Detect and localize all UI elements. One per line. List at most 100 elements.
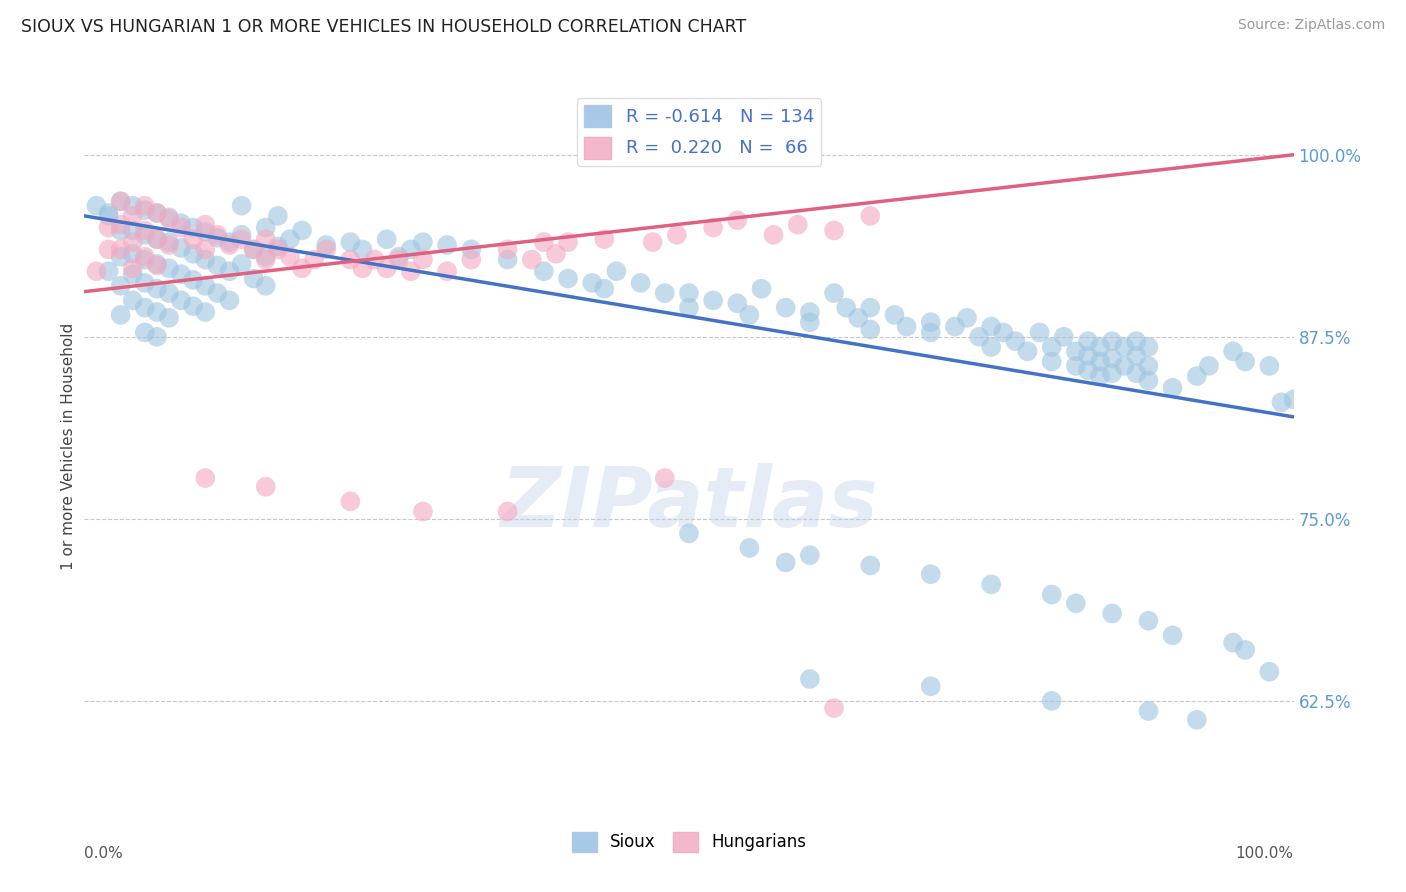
Point — [291, 261, 314, 276]
Point — [291, 223, 314, 237]
Text: ZIPatlas: ZIPatlas — [501, 463, 877, 543]
Point — [520, 252, 543, 267]
Point — [207, 231, 229, 245]
Point — [110, 308, 132, 322]
Point — [896, 319, 918, 334]
Point — [110, 194, 132, 209]
Point — [1017, 344, 1039, 359]
Point — [194, 225, 217, 239]
Point — [218, 238, 240, 252]
Point — [218, 235, 240, 249]
Point — [97, 206, 120, 220]
Point — [1198, 359, 1220, 373]
Point — [678, 286, 700, 301]
Point — [231, 199, 253, 213]
Point — [194, 305, 217, 319]
Point — [242, 243, 264, 257]
Point — [363, 252, 385, 267]
Point — [1222, 344, 1244, 359]
Point — [1040, 588, 1063, 602]
Point — [254, 250, 277, 264]
Point — [157, 211, 180, 226]
Point — [302, 252, 325, 267]
Legend: Sioux, Hungarians: Sioux, Hungarians — [565, 825, 813, 859]
Point — [725, 213, 748, 227]
Point — [1258, 665, 1281, 679]
Point — [1125, 349, 1147, 363]
Point — [375, 261, 398, 276]
Point — [339, 494, 361, 508]
Point — [110, 278, 132, 293]
Point — [1040, 354, 1063, 368]
Point — [1114, 340, 1136, 354]
Point — [1125, 366, 1147, 380]
Point — [1185, 713, 1208, 727]
Point — [121, 293, 143, 308]
Point — [157, 286, 180, 301]
Point — [146, 282, 169, 296]
Point — [1088, 340, 1111, 354]
Point — [1137, 614, 1160, 628]
Point — [170, 241, 193, 255]
Point — [1101, 366, 1123, 380]
Point — [181, 232, 204, 246]
Point — [134, 250, 156, 264]
Point — [315, 243, 337, 257]
Point — [339, 235, 361, 249]
Point — [1064, 344, 1087, 359]
Point — [496, 504, 519, 518]
Point — [146, 206, 169, 220]
Y-axis label: 1 or more Vehicles in Household: 1 or more Vehicles in Household — [60, 322, 76, 570]
Point — [146, 330, 169, 344]
Point — [110, 250, 132, 264]
Point — [605, 264, 627, 278]
Point — [146, 232, 169, 246]
Point — [1270, 395, 1292, 409]
Point — [157, 261, 180, 276]
Point — [920, 315, 942, 329]
Point — [388, 252, 411, 267]
Point — [121, 261, 143, 276]
Point — [412, 504, 434, 518]
Point — [110, 194, 132, 209]
Point — [218, 293, 240, 308]
Point — [859, 558, 882, 573]
Point — [1088, 354, 1111, 368]
Point — [97, 243, 120, 257]
Point — [157, 235, 180, 249]
Point — [194, 278, 217, 293]
Point — [835, 301, 858, 315]
Point — [1222, 635, 1244, 649]
Point — [254, 252, 277, 267]
Point — [412, 235, 434, 249]
Point — [883, 308, 905, 322]
Point — [654, 286, 676, 301]
Point — [557, 271, 579, 285]
Point — [665, 227, 688, 242]
Point — [218, 264, 240, 278]
Point — [194, 471, 217, 485]
Point — [1161, 381, 1184, 395]
Point — [436, 238, 458, 252]
Point — [146, 257, 169, 271]
Point — [352, 261, 374, 276]
Point — [496, 252, 519, 267]
Point — [110, 223, 132, 237]
Point — [254, 232, 277, 246]
Point — [134, 199, 156, 213]
Point — [460, 252, 482, 267]
Point — [1064, 596, 1087, 610]
Point — [121, 209, 143, 223]
Point — [846, 310, 869, 325]
Point — [859, 209, 882, 223]
Point — [194, 243, 217, 257]
Point — [1101, 334, 1123, 348]
Point — [157, 238, 180, 252]
Point — [1040, 340, 1063, 354]
Point — [943, 319, 966, 334]
Point — [738, 541, 761, 555]
Point — [1258, 359, 1281, 373]
Point — [121, 223, 143, 237]
Point — [121, 267, 143, 281]
Point — [1053, 330, 1076, 344]
